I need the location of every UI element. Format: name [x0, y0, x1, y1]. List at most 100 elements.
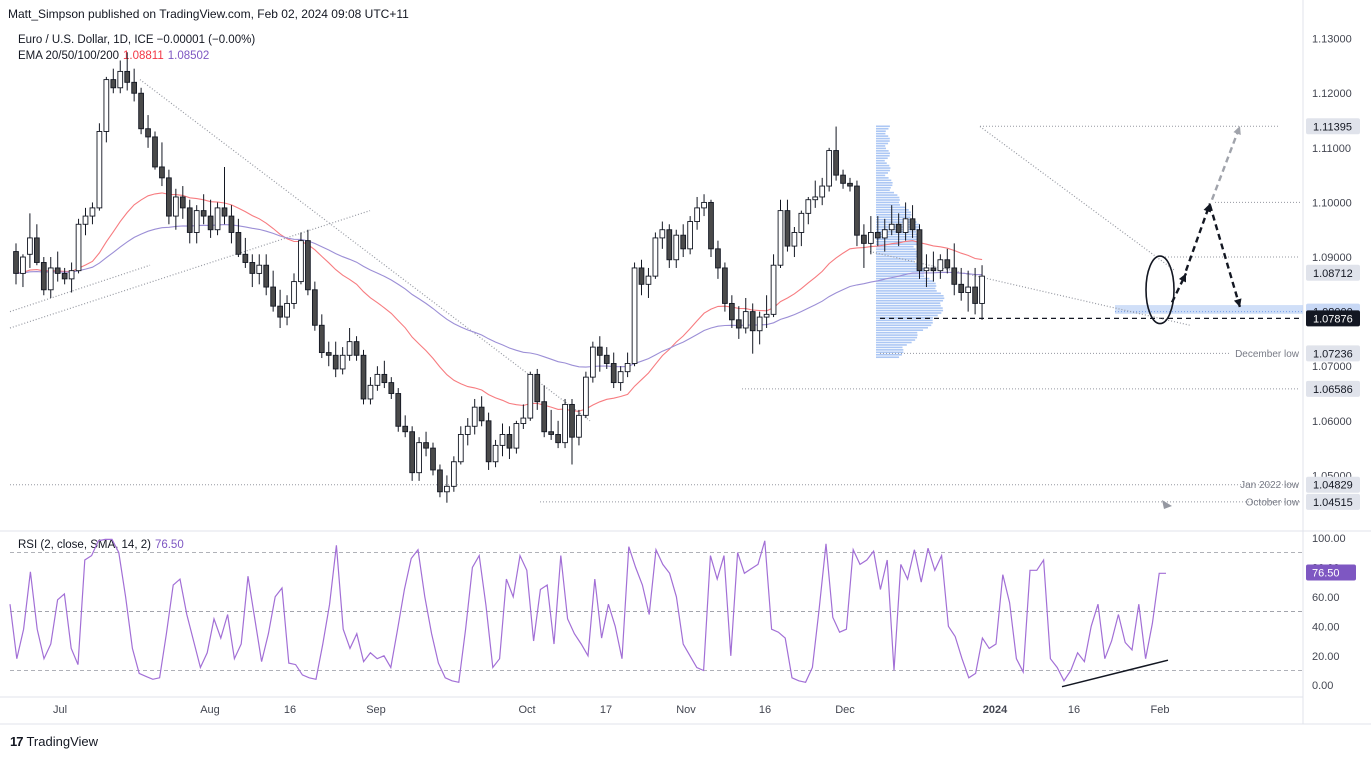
candle-body — [13, 251, 19, 274]
volume-profile-bar — [876, 211, 911, 214]
symbol-legend-text: Euro / U.S. Dollar, 1D, ICE −0.00001 (−0… — [18, 34, 256, 46]
trend-line — [979, 126, 1176, 272]
ema-lines — [15, 192, 983, 412]
volume-profile-bar — [876, 304, 941, 307]
small-grey-arrow-icon — [1162, 500, 1172, 509]
highlight-ellipse — [1145, 255, 1175, 325]
candle-body — [694, 207, 700, 222]
rsi-legend[interactable]: RSI (2, close, SMA, 14, 2) 76.50 — [18, 539, 184, 551]
volume-profile-bar — [876, 339, 916, 341]
rsi-legend-value: 76.50 — [154, 539, 184, 551]
volume-profile-bar — [876, 152, 890, 155]
volume-profile-bar — [876, 255, 918, 258]
time-tick-label: 16 — [284, 704, 296, 716]
support-zone — [1115, 305, 1303, 314]
trend-line — [9, 264, 151, 313]
volume-profile-bar — [876, 272, 924, 275]
volume-profile-bar — [876, 346, 903, 349]
candle-body — [395, 393, 402, 427]
tradingview-logo-icon: 17 — [10, 734, 24, 749]
volume-profile-bar — [876, 307, 943, 309]
volume-profile-bar — [876, 314, 938, 317]
candle-body — [777, 210, 784, 266]
candle-body — [687, 221, 694, 250]
candle-body — [47, 267, 54, 291]
volume-profile-bar — [876, 334, 918, 336]
rsi-tick-label: 100.00 — [1312, 533, 1346, 545]
rsi-tick-label: 40.00 — [1312, 621, 1340, 633]
volume-profile-bar — [876, 179, 892, 182]
time-tick-label: Jul — [53, 704, 67, 716]
volume-profile-bar — [876, 213, 912, 216]
candle-body — [888, 223, 895, 231]
candle-body — [701, 201, 707, 209]
candle-body — [596, 346, 603, 356]
volume-profile-bar — [876, 326, 928, 329]
candle-body — [756, 316, 763, 332]
ema-legend[interactable]: EMA 20/50/100/200 1.08811 1.08502 — [18, 50, 209, 62]
candle-body — [423, 442, 429, 449]
candle-body — [951, 267, 958, 285]
candle-body — [152, 136, 158, 168]
candle-body — [381, 373, 388, 384]
candle-body — [784, 210, 791, 247]
price-tick-label: 1.13000 — [1312, 34, 1352, 46]
symbol-legend[interactable]: Euro / U.S. Dollar, 1D, ICE −0.00001 (−0… — [18, 34, 255, 46]
volume-profile-bar — [876, 312, 942, 314]
candle-body — [729, 302, 735, 321]
candle-body — [527, 373, 534, 419]
price-pill-text: 1.06586 — [1313, 384, 1353, 396]
candle-body — [638, 267, 645, 285]
tradingview-footer[interactable]: 17 TradingView — [10, 734, 98, 749]
volume-profile-bar — [876, 302, 941, 304]
candle-body — [159, 166, 165, 179]
candle-body — [555, 434, 561, 444]
volume-profile-bar — [876, 250, 918, 253]
candle-body — [902, 218, 909, 233]
volume-profile-bar — [876, 147, 886, 150]
volume-profile-bar — [876, 356, 900, 359]
price-pill — [1306, 264, 1360, 281]
candle-body — [506, 434, 513, 449]
volume-profile-bar — [876, 137, 890, 140]
price-pill-text: 1.04515 — [1313, 497, 1353, 509]
volume-profile-bar — [876, 233, 918, 236]
volume-profile-bar — [876, 317, 933, 319]
candle-body — [569, 403, 575, 438]
candle-body — [673, 234, 680, 261]
candle-body — [430, 447, 436, 471]
volume-profile-bar — [876, 295, 944, 297]
ema-line-2 — [15, 224, 983, 368]
candle-body — [909, 218, 916, 231]
candle-body — [409, 431, 416, 474]
candle-body — [207, 215, 214, 231]
candle-body — [75, 223, 82, 272]
volume-profile-bar — [876, 243, 918, 246]
candle-body — [666, 229, 673, 261]
candle-body — [339, 354, 346, 370]
candle-body — [388, 382, 395, 394]
price-tick-label: 1.11000 — [1312, 143, 1351, 155]
volume-profile-bar — [876, 216, 911, 218]
candle-body — [242, 253, 249, 263]
candle-body — [402, 425, 409, 433]
volume-profile-bar — [876, 329, 924, 332]
volume-profile-bar — [876, 322, 933, 324]
volume-profile-bar — [876, 253, 919, 255]
volume-profile-bar — [876, 341, 912, 344]
candle-body — [96, 131, 103, 209]
volume-profile-bar — [876, 263, 919, 265]
publisher-line: Matt_Simpson published on TradingView.co… — [8, 7, 409, 21]
candle-body — [186, 207, 193, 233]
candle-body — [861, 234, 867, 244]
price-pill — [1306, 345, 1360, 362]
time-tick-label: Dec — [835, 704, 855, 716]
candle-body — [624, 363, 631, 373]
volume-profile-bar — [876, 353, 902, 356]
candle-body — [444, 485, 450, 493]
volume-profile-bar — [876, 132, 886, 135]
volume-profile-bar — [876, 344, 907, 346]
time-tick-label: Oct — [518, 704, 535, 716]
ema-value-2: 1.08502 — [167, 50, 210, 62]
